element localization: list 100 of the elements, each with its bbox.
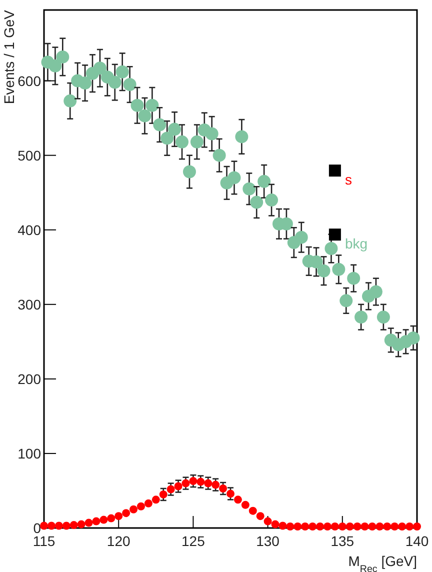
point xyxy=(64,94,77,108)
point xyxy=(353,522,362,531)
point xyxy=(264,517,272,526)
point xyxy=(228,171,241,184)
point xyxy=(84,518,93,527)
point xyxy=(93,62,106,75)
point xyxy=(130,98,144,112)
point xyxy=(152,496,160,504)
point xyxy=(235,130,248,144)
point xyxy=(212,480,220,489)
series-label: bkg xyxy=(344,236,368,252)
point xyxy=(354,310,368,324)
point xyxy=(107,514,116,522)
point xyxy=(138,109,152,122)
point xyxy=(144,499,152,508)
point xyxy=(265,194,278,207)
point xyxy=(360,522,369,531)
point xyxy=(316,522,324,531)
point xyxy=(100,516,108,524)
y-tick-label: 0 xyxy=(33,520,42,536)
point xyxy=(108,76,122,89)
y-tick-label: 200 xyxy=(18,370,42,387)
point xyxy=(248,506,257,515)
point xyxy=(406,522,414,531)
x-tick-label: 130 xyxy=(256,533,280,549)
point xyxy=(294,230,308,244)
point xyxy=(56,50,70,64)
point xyxy=(204,479,212,488)
point xyxy=(122,509,130,518)
point xyxy=(116,65,129,78)
point xyxy=(182,165,196,178)
point xyxy=(301,522,310,531)
point xyxy=(219,484,228,492)
point xyxy=(189,477,198,486)
y-tick-label: 100 xyxy=(18,445,42,462)
x-tick-label: 135 xyxy=(330,533,354,549)
point xyxy=(278,522,287,530)
x-tick-label: 120 xyxy=(106,533,130,549)
point xyxy=(40,522,48,530)
x-axis-title: M$_{Rec}$ [GeV] xyxy=(348,553,417,572)
point xyxy=(390,522,399,531)
point xyxy=(340,294,353,308)
point xyxy=(413,522,421,531)
point xyxy=(153,118,166,132)
point xyxy=(62,522,70,530)
point xyxy=(323,522,332,531)
point xyxy=(308,522,317,531)
point xyxy=(256,512,264,520)
point xyxy=(226,490,234,498)
y-axis-title: Events / 1 GeV xyxy=(1,9,17,104)
point xyxy=(159,490,168,498)
point xyxy=(258,174,271,188)
point xyxy=(190,135,204,148)
point xyxy=(48,59,62,72)
point xyxy=(234,496,242,504)
point xyxy=(286,522,294,531)
point xyxy=(114,512,123,520)
point xyxy=(123,78,136,92)
y-tick-label: 600 xyxy=(18,72,42,89)
point xyxy=(92,517,100,526)
y-tick-label: 500 xyxy=(18,147,42,164)
y-tick-label: 300 xyxy=(18,296,42,312)
point xyxy=(146,98,159,112)
x-tick-label: 125 xyxy=(182,533,206,549)
point xyxy=(166,485,175,494)
point xyxy=(168,122,182,136)
point xyxy=(346,522,354,531)
point xyxy=(241,500,250,509)
point xyxy=(196,478,205,486)
point xyxy=(376,522,384,531)
point xyxy=(317,264,330,278)
point xyxy=(250,196,264,209)
point xyxy=(347,272,360,285)
point xyxy=(47,522,56,530)
point xyxy=(242,182,256,196)
point xyxy=(271,520,280,528)
point xyxy=(369,285,382,298)
point xyxy=(294,522,302,531)
x-tick-label: 115 xyxy=(32,533,56,549)
point xyxy=(338,522,346,531)
point xyxy=(406,331,420,344)
point xyxy=(174,482,182,490)
point xyxy=(324,242,338,256)
point xyxy=(70,521,78,530)
point xyxy=(77,520,86,528)
point xyxy=(160,132,174,145)
point xyxy=(383,522,392,531)
point xyxy=(376,310,390,324)
point xyxy=(182,479,190,488)
point xyxy=(330,522,339,531)
point xyxy=(78,76,92,90)
point xyxy=(205,127,218,140)
point xyxy=(176,135,189,148)
point xyxy=(212,148,226,162)
y-tick-label: 400 xyxy=(18,222,42,238)
point xyxy=(136,502,145,510)
point xyxy=(332,262,346,276)
point xyxy=(398,522,406,531)
point xyxy=(368,522,376,531)
point xyxy=(130,505,138,514)
